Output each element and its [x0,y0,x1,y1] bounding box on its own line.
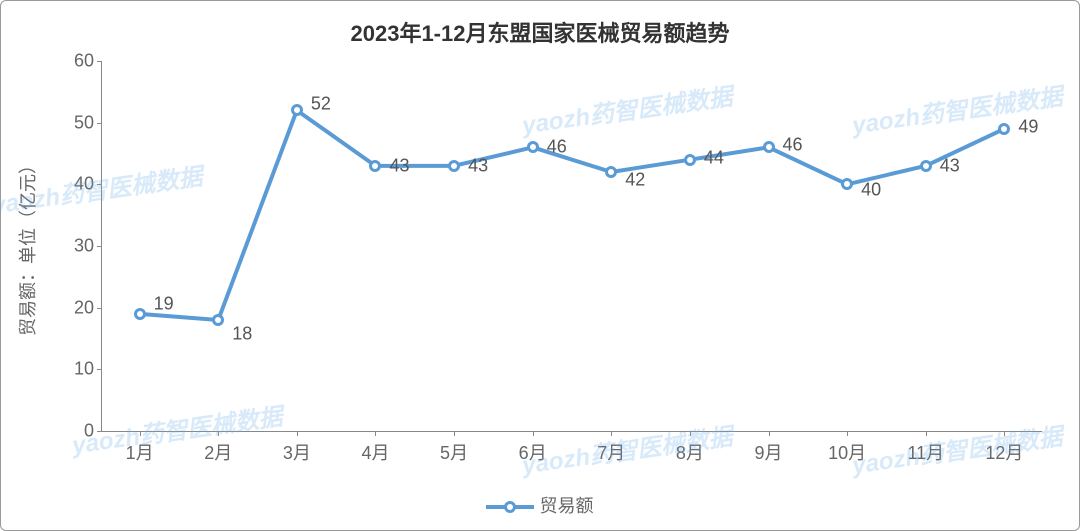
data-label: 43 [468,155,488,176]
legend-line-right [514,505,534,509]
x-tick-mark [1004,431,1005,436]
data-point [527,141,539,153]
data-label: 44 [704,147,724,168]
y-tick-mark [97,369,102,370]
data-point [448,160,460,172]
x-tick-label: 3月 [283,431,311,465]
plot-area: 01020304050601月2月3月4月5月6月7月8月9月10月11月12月… [101,61,1042,432]
chart-title: 2023年1-12月东盟国家医械贸易额趋势 [1,16,1079,48]
data-label: 42 [625,170,645,191]
x-tick-label: 4月 [361,431,389,465]
x-tick-mark [218,431,219,436]
x-tick-label: 6月 [519,431,547,465]
y-tick-mark [97,308,102,309]
x-tick-label: 11月 [907,431,944,465]
x-tick-mark [690,431,691,436]
x-tick-label: 1月 [126,431,154,465]
legend-line-left [486,505,506,509]
data-label: 46 [783,135,803,156]
line-series-svg [102,61,1042,431]
y-tick-mark [97,123,102,124]
data-point [134,308,146,320]
x-tick-mark [533,431,534,436]
y-tick-mark [97,431,102,432]
y-tick-mark [97,184,102,185]
data-point [763,141,775,153]
data-point [369,160,381,172]
x-tick-label: 5月 [440,431,468,465]
data-label: 46 [547,137,567,158]
x-tick-mark [454,431,455,436]
data-point [841,178,853,190]
x-tick-label: 8月 [676,431,704,465]
data-label: 19 [154,293,174,314]
legend: 贸易额 [1,492,1079,518]
data-label: 18 [232,324,252,345]
x-tick-mark [611,431,612,436]
data-label: 40 [861,180,881,201]
x-tick-label: 9月 [755,431,783,465]
y-axis-label: 贸易额：单位（亿元） [14,156,40,336]
x-tick-mark [140,431,141,436]
x-tick-label: 7月 [597,431,625,465]
x-tick-mark [297,431,298,436]
data-point [291,104,303,116]
x-tick-label: 2月 [204,431,232,465]
legend-label: 贸易额 [540,496,594,516]
x-tick-label: 10月 [828,431,866,465]
x-tick-mark [769,431,770,436]
x-tick-mark [847,431,848,436]
data-point [998,123,1010,135]
data-point [684,154,696,166]
data-label: 43 [389,155,409,176]
data-label: 43 [940,155,960,176]
data-label: 52 [311,94,331,115]
data-point [212,314,224,326]
x-tick-label: 12月 [985,431,1023,465]
data-point [920,160,932,172]
data-point [605,166,617,178]
chart-container: 2023年1-12月东盟国家医械贸易额趋势 贸易额：单位（亿元） 0102030… [0,0,1080,531]
data-label: 49 [1018,116,1038,137]
x-tick-mark [375,431,376,436]
y-tick-mark [97,246,102,247]
y-tick-mark [97,61,102,62]
x-tick-mark [926,431,927,436]
